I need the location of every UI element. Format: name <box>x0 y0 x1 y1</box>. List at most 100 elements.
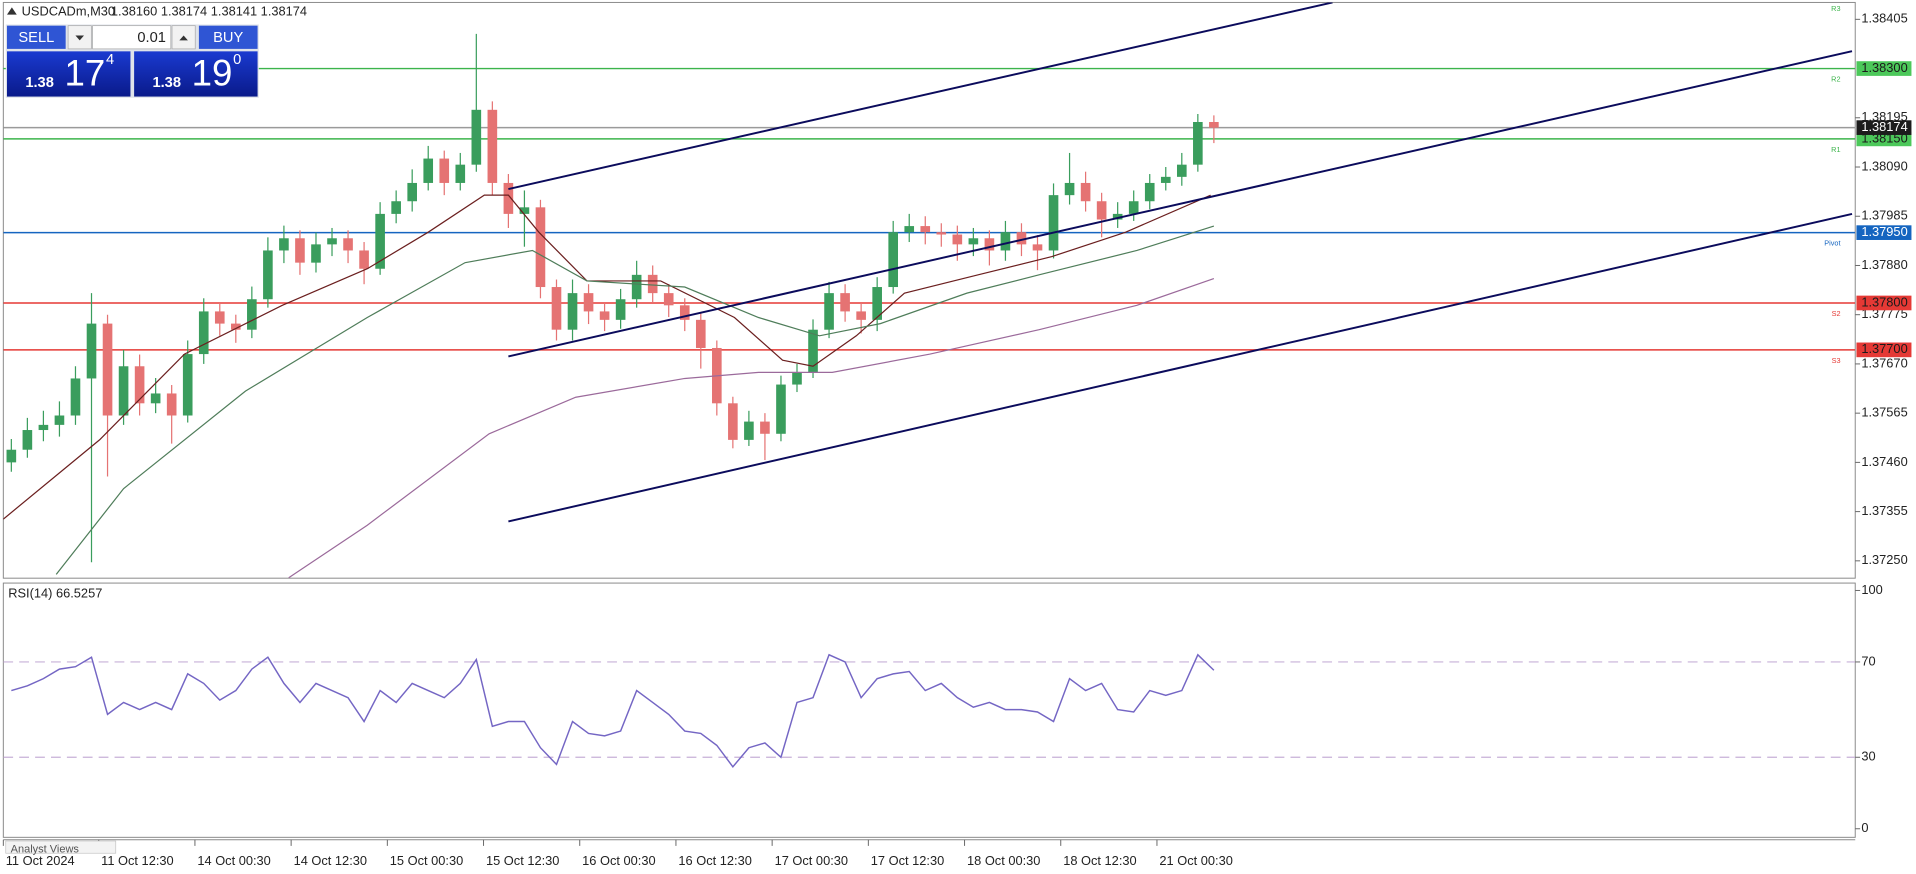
candle-body <box>679 305 690 320</box>
x-tick-label: 15 Oct 00:30 <box>390 853 463 868</box>
x-tick-label: 18 Oct 12:30 <box>1063 853 1136 868</box>
rsi-title: RSI(14) 66.5257 <box>8 585 102 600</box>
candle-body <box>583 293 594 312</box>
candle-body <box>888 232 899 288</box>
candle-body <box>279 238 289 251</box>
candle-body <box>1080 182 1091 202</box>
channel-line <box>508 212 1853 523</box>
candle-body <box>471 109 482 165</box>
buy-label[interactable]: BUY <box>213 30 243 46</box>
candle-body <box>407 182 417 202</box>
x-tick-label: 14 Oct 12:30 <box>294 853 367 868</box>
main-plot <box>3 2 1856 579</box>
y-tick-label: 1.37250 <box>1861 552 1907 567</box>
price-tag <box>1856 342 1912 358</box>
candle-body <box>311 244 321 263</box>
lot-value[interactable]: 0.01 <box>137 30 166 46</box>
y-tick-label: 70 <box>1861 653 1875 668</box>
candle-body <box>1096 201 1107 220</box>
candle-body <box>423 158 434 183</box>
candle-body <box>647 274 658 294</box>
candle-body <box>792 372 802 385</box>
candle-body <box>824 293 834 330</box>
y-tick-label: 1.37355 <box>1861 503 1907 518</box>
candle-body <box>150 393 161 404</box>
candle-body <box>1064 182 1075 196</box>
candle-body <box>6 449 17 463</box>
sell-price-sup: 4 <box>106 52 114 68</box>
buy-button[interactable] <box>198 25 258 49</box>
x-tick-label: 17 Oct 12:30 <box>871 853 944 868</box>
candle-body <box>728 403 738 440</box>
collapse-icon[interactable] <box>6 7 17 15</box>
moving-average <box>3 194 1211 520</box>
lot-input[interactable] <box>92 25 172 50</box>
candle-body <box>118 366 129 416</box>
candle-body <box>808 329 818 373</box>
candle-body <box>695 319 706 348</box>
sell-price-main: 17 <box>64 52 105 93</box>
tab-label[interactable]: Analyst Views <box>11 843 80 855</box>
candle-body <box>231 323 241 330</box>
candle-body <box>22 430 33 450</box>
x-tick-label: 18 Oct 00:30 <box>967 853 1040 868</box>
candle-body <box>920 226 931 233</box>
candle-body <box>1112 213 1123 220</box>
rsi-panel-frame <box>2 582 1856 838</box>
lot-up-icon <box>179 35 188 41</box>
price-tag-label: 1.37700 <box>1861 341 1907 356</box>
buy-price-big: 1.38 <box>152 75 181 91</box>
sell-price-box[interactable] <box>6 51 131 97</box>
x-tick-label: 11 Oct 12:30 <box>101 853 174 868</box>
tab[interactable] <box>5 840 117 854</box>
axes: 1.384051.381951.380901.379851.378801.377… <box>2 4 1912 868</box>
quote: 1.38160 1.38174 1.38141 1.38174 <box>111 4 307 19</box>
moving-average <box>55 225 1215 575</box>
candle-body <box>359 250 369 269</box>
candle-body <box>904 226 915 233</box>
x-tick-label: 15 Oct 12:30 <box>486 853 559 868</box>
candle-body <box>247 299 257 330</box>
rsi-line <box>11 653 1215 768</box>
candle-body <box>776 384 786 434</box>
price-tag <box>1856 131 1912 147</box>
candle-body <box>936 232 947 235</box>
candle-body <box>102 323 113 416</box>
sell-button[interactable] <box>6 25 66 49</box>
main-panel-frame <box>2 1 1856 579</box>
y-tick-label: 1.37880 <box>1861 257 1907 272</box>
lot-down-icon <box>75 35 84 41</box>
candle-body <box>631 274 642 300</box>
candle-body <box>1048 195 1059 251</box>
price-tag <box>1856 61 1912 76</box>
price-tag <box>1856 295 1912 311</box>
level-name: R1 <box>1831 145 1840 154</box>
sell-label[interactable]: SELL <box>18 30 54 46</box>
candle-body <box>503 182 514 214</box>
candle-body <box>615 299 626 320</box>
sell-price-big: 1.38 <box>25 75 54 91</box>
candle-body <box>1176 164 1187 177</box>
x-tick-label: 17 Oct 00:30 <box>775 853 848 868</box>
candle-body <box>295 238 305 263</box>
candle-body <box>214 311 225 324</box>
x-tick-label: 21 Oct 00:30 <box>1159 853 1232 868</box>
buy-price-sup: 0 <box>233 52 241 68</box>
candle-body <box>1032 244 1043 251</box>
candle-body <box>343 238 353 251</box>
candle-body <box>872 287 882 320</box>
price-tag-label: 1.37800 <box>1861 294 1907 309</box>
candle-body <box>198 311 209 355</box>
buy-price-main: 19 <box>192 52 233 93</box>
candle-body <box>535 207 546 288</box>
buy-price-box[interactable] <box>134 51 258 97</box>
trade-panel: SELL 0.01 BUY 1.38 17 4 1.38 19 0 <box>5 24 259 98</box>
candle-body <box>984 238 995 251</box>
candle-body <box>760 421 770 434</box>
candle-body <box>455 164 466 183</box>
candle-body <box>856 311 866 320</box>
candle-body <box>1016 232 1027 245</box>
